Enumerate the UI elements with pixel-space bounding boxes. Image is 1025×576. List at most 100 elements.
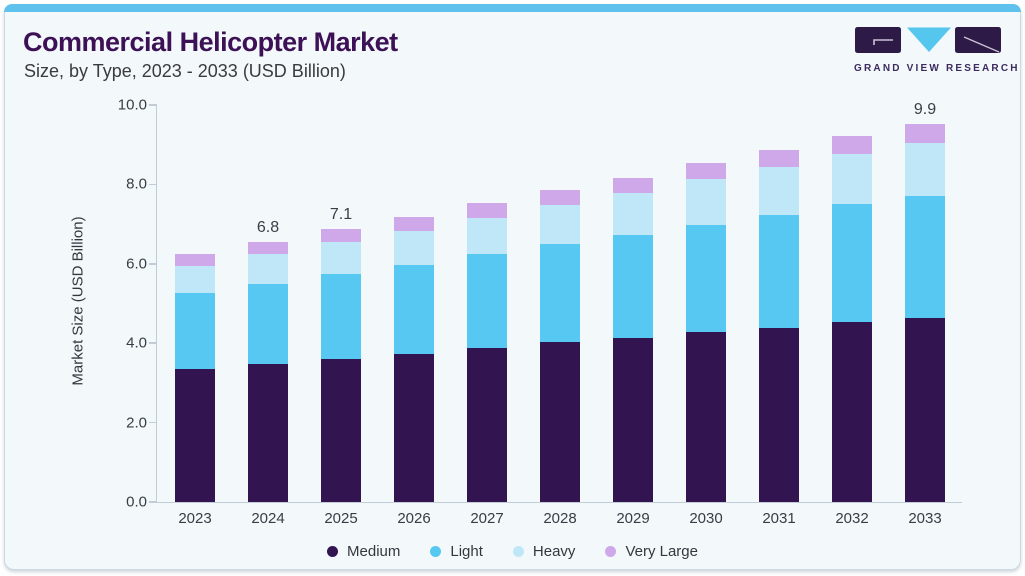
bar-segment-very-large [686,163,726,180]
legend-item-very-large: Very Large [605,543,698,560]
x-tick-label: 2023 [178,510,212,527]
bar-segment-heavy [175,266,215,294]
legend-dot-icon [327,546,339,557]
legend-dot-icon [605,546,617,557]
bar-segment-light [905,195,945,318]
x-tick-label: 2026 [397,510,431,527]
bar-2026 [394,217,434,502]
y-tick-mark [149,342,157,344]
bar-segment-very-large [832,136,872,155]
x-tick-label: 2028 [543,510,577,527]
legend-item-medium: Medium [327,543,400,560]
y-tick-mark [149,104,157,106]
legend-label: Very Large [625,543,698,560]
bar-segment-very-large [759,150,799,168]
bar-segment-light [686,224,726,333]
bar-segment-medium [540,342,580,502]
y-tick-label: 8.0 [126,175,147,193]
bar-segment-light [759,215,799,328]
chart-card: Commercial Helicopter Market Size, by Ty… [4,4,1021,570]
bar-segment-light [321,273,361,360]
x-tick-label: 2030 [689,510,723,527]
page-subtitle: Size, by Type, 2023 - 2033 (USD Billion) [24,61,346,81]
legend-label: Light [450,543,483,560]
y-tick-mark [149,183,157,186]
bar-2031 [759,150,799,502]
bar-value-label: 9.9 [913,100,937,118]
y-tick-label: 0.0 [126,493,147,511]
y-tick-mark [149,501,157,503]
bar-segment-medium [759,327,799,502]
bar-segment-light [467,254,507,349]
bar-2027 [467,203,507,502]
y-axis-title: Market Size (USD Billion) [69,216,87,386]
legend-label: Heavy [532,543,576,560]
bar-segment-heavy [613,193,653,236]
x-tick-label: 2027 [470,510,504,527]
bar-2024: 6.8 [248,219,288,502]
bar-segment-medium [467,348,507,502]
bar-segment-light [613,235,653,338]
legend-dot-icon [512,546,524,557]
y-tick-label: 10.0 [117,96,147,114]
x-tick-label: 2029 [616,510,650,527]
bar-segment-heavy [540,205,580,245]
bar-segment-very-large [248,241,288,255]
legend-dot-icon [430,546,442,557]
bar-segment-light [248,283,288,365]
y-tick-label: 2.0 [126,414,147,432]
bar-2028 [540,189,580,502]
x-tick-label: 2031 [762,510,796,527]
bar-segment-heavy [248,254,288,284]
bar-segment-heavy [905,142,945,196]
bar-segment-very-large [613,177,653,194]
bar-segment-medium [175,368,215,502]
bar-segment-medium [832,322,872,502]
bar-segment-heavy [686,179,726,225]
y-tick-label: 4.0 [126,334,147,352]
bar-2029 [613,177,653,502]
bar-segment-heavy [759,167,799,216]
bar-segment-heavy [467,217,507,255]
bar-segment-medium [248,364,288,502]
bar-segment-heavy [394,230,434,265]
bar-2023 [175,253,215,502]
y-tick-mark [149,263,157,265]
bar-2033: 9.9 [905,101,945,502]
bar-segment-medium [613,337,653,502]
bar-2025: 7.1 [321,206,361,502]
logo-text: GRAND VIEW RESEARCH [854,63,1020,74]
chart-legend: Medium Light Heavy Very Large [5,543,1020,560]
bar-segment-very-large [905,123,945,143]
bar-segment-medium [686,332,726,502]
legend-label: Medium [347,543,401,560]
bar-segment-heavy [321,241,361,274]
bar-2030 [686,163,726,502]
bar-2032 [832,136,872,502]
y-tick-label: 6.0 [126,255,147,273]
bar-segment-very-large [321,228,361,242]
legend-item-light: Light [430,543,483,560]
bar-segment-light [832,204,872,323]
bar-segment-very-large [394,217,434,231]
bar-segment-very-large [467,203,507,218]
bar-value-label: 6.8 [256,218,280,236]
bar-segment-heavy [832,154,872,205]
bar-segment-light [540,244,580,343]
y-tick-mark [149,421,157,424]
plot-area: 0.0 2.0 4.0 6.0 8.0 10.0 2023 6.8 2024 7.1 2025 202… [118,97,962,527]
bar-value-label: 7.1 [329,205,353,223]
bar-segment-very-large [175,253,215,267]
bar-segment-medium [905,317,945,502]
x-tick-label: 2032 [835,510,869,527]
bar-segment-medium [321,359,361,502]
bar-segment-light [394,264,434,355]
grand-view-research-logo: GRAND VIEW RESEARCH [854,27,1020,74]
bar-segment-very-large [540,189,580,206]
bar-segment-medium [394,354,434,502]
card-accent-strip [4,4,1021,12]
gvr-logo-mark-icon [855,27,1001,53]
legend-item-heavy: Heavy [512,543,576,560]
x-tick-label: 2024 [251,510,285,527]
